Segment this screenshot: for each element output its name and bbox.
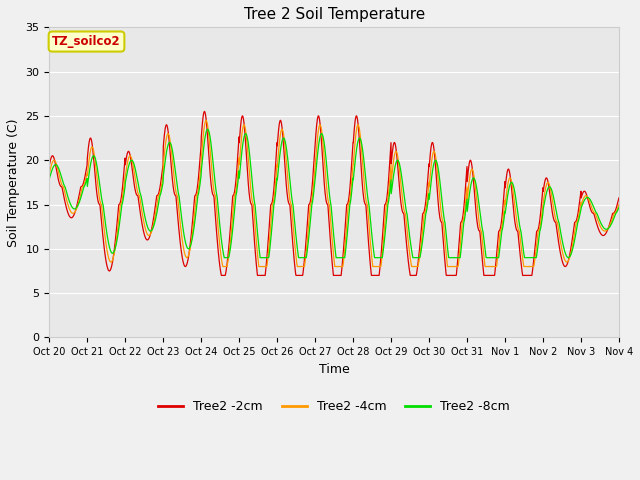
Tree2 -8cm [581,197,589,203]
Tree2 -2cm [218,273,225,278]
Tree2 -4cm [565,256,573,262]
Tree2 -2cm [364,226,371,232]
Tree2 -2cm [205,146,212,152]
Tree2 -8cm [45,176,53,181]
Tree2 -8cm [204,126,211,132]
Line: Tree2 -4cm: Tree2 -4cm [49,120,619,266]
Tree2 -4cm [219,264,227,269]
Tree2 -2cm [351,118,359,124]
Tree2 -4cm [581,193,589,199]
Tree2 -2cm [500,189,508,194]
Line: Tree2 -8cm: Tree2 -8cm [49,129,619,258]
Tree2 -2cm [45,162,53,168]
Text: TZ_soilco2: TZ_soilco2 [52,35,121,48]
Tree2 -2cm [581,189,589,194]
Tree2 -8cm [220,255,228,261]
Tree2 -4cm [351,139,359,144]
X-axis label: Time: Time [319,363,349,376]
Tree2 -2cm [615,195,623,201]
Tree2 -4cm [202,118,210,123]
Tree2 -4cm [364,203,371,209]
Title: Tree 2 Soil Temperature: Tree 2 Soil Temperature [243,7,425,22]
Tree2 -8cm [500,215,508,220]
Y-axis label: Soil Temperature (C): Soil Temperature (C) [7,118,20,247]
Tree2 -8cm [565,254,573,260]
Tree2 -4cm [205,129,212,135]
Legend: Tree2 -2cm, Tree2 -4cm, Tree2 -8cm: Tree2 -2cm, Tree2 -4cm, Tree2 -8cm [154,395,515,418]
Tree2 -8cm [364,193,371,199]
Tree2 -4cm [615,202,623,207]
Line: Tree2 -2cm: Tree2 -2cm [49,111,619,276]
Tree2 -4cm [500,205,508,211]
Tree2 -8cm [615,204,623,210]
Tree2 -2cm [200,108,208,114]
Tree2 -8cm [351,158,359,164]
Tree2 -2cm [565,255,573,261]
Tree2 -8cm [205,127,212,133]
Tree2 -4cm [45,170,53,176]
